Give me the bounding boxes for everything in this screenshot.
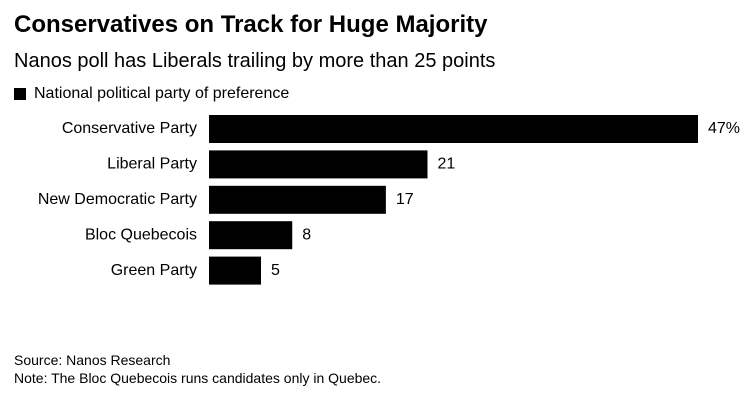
value-label-conservative-party: 47% [708,120,740,137]
category-label-new-democratic-party: New Democratic Party [38,191,197,208]
bar-green-party [209,256,262,285]
value-label-new-democratic-party: 17 [396,191,414,208]
source-note: Source: Nanos Research [14,352,171,368]
bar-chart: Conservative Party 47% Liberal Party 21 New … [38,115,740,285]
category-label-bloc-quebecois: Bloc Quebecois [85,226,197,243]
bar-liberal-party [209,150,428,179]
category-label-green-party: Green Party [111,262,197,279]
category-label-liberal-party: Liberal Party [107,156,197,173]
footnote: Note: The Bloc Quebecois runs candidates… [14,370,382,386]
chart-subtitle: Nanos poll has Liberals trailing by more… [14,50,496,72]
legend-swatch [14,88,26,100]
bar-bloc-quebecois [209,221,293,250]
category-label-conservative-party: Conservative Party [62,120,197,137]
legend: National political party of preference [14,83,289,105]
value-label-liberal-party: 21 [437,156,455,173]
chart-title: Conservatives on Track for Huge Majority [14,11,488,38]
value-label-bloc-quebecois: 8 [302,226,311,243]
bar-new-democratic-party [209,185,386,214]
bar-conservative-party [209,115,698,143]
value-label-green-party: 5 [271,262,280,279]
legend-label: National political party of preference [34,85,290,102]
